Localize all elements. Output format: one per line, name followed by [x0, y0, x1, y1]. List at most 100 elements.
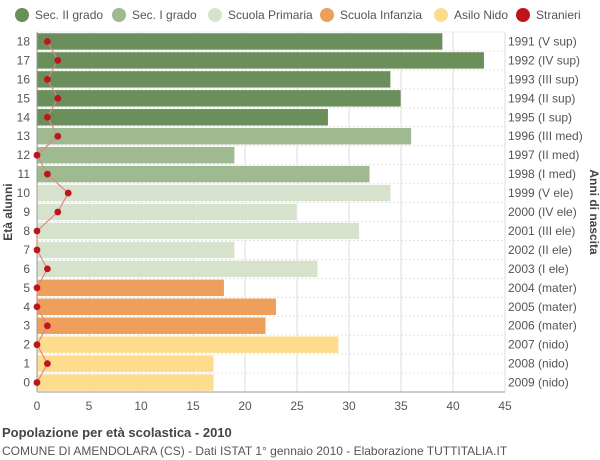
bar: [36, 89, 402, 108]
birth-year-label: 1993 (III sup): [508, 72, 579, 86]
y-tick-label: 6: [23, 262, 30, 276]
stranieri-point: [33, 284, 41, 292]
stranieri-point: [64, 189, 72, 197]
legend-label: Scuola Primaria: [228, 8, 313, 22]
birth-year-label: 2003 (I ele): [508, 262, 569, 276]
bar: [36, 146, 235, 164]
birth-year-label: 2005 (mater): [508, 300, 577, 314]
birth-year-label: 1994 (II sup): [508, 91, 575, 105]
birth-year-label: 2002 (II ele): [508, 243, 572, 257]
birth-year-label: 1992 (IV sup): [508, 53, 580, 67]
legend-label: Stranieri: [536, 8, 581, 22]
bar: [36, 222, 360, 240]
bar: [36, 32, 443, 51]
bar: [36, 317, 267, 335]
y-tick-label: 5: [23, 281, 30, 295]
x-tick-label: 0: [34, 399, 41, 413]
bar: [36, 70, 391, 89]
stranieri-point: [33, 227, 41, 235]
y-tick-label: 7: [23, 243, 30, 257]
stranieri-point: [54, 132, 62, 140]
birth-year-label: 2008 (nido): [508, 357, 569, 371]
legend-item-sec-ii-grado: Sec. II grado: [15, 8, 103, 22]
y-tick-label: 14: [17, 110, 31, 124]
birth-year-label: 2004 (mater): [508, 281, 577, 295]
stranieri-point: [44, 75, 51, 83]
x-tick-label: 45: [498, 399, 512, 413]
legend-swatch: [112, 8, 126, 22]
birth-year-label: 2009 (nido): [508, 376, 569, 390]
x-tick-label: 15: [186, 399, 200, 413]
birth-year-label: 2001 (III ele): [508, 224, 575, 238]
chart-subtitle: COMUNE DI AMENDOLARA (CS) - Dati ISTAT 1…: [2, 444, 508, 458]
y-tick-label: 10: [17, 186, 31, 200]
y-tick-label: 11: [18, 167, 31, 181]
stranieri-point: [33, 341, 41, 349]
stranieri-point: [33, 379, 41, 386]
legend-label: Asilo Nido: [454, 8, 509, 22]
y-tick-label: 1: [23, 357, 30, 371]
bar: [36, 51, 485, 70]
birth-year-label: 2007 (nido): [508, 338, 569, 352]
bar: [36, 354, 215, 373]
stranieri-point: [44, 113, 51, 121]
y-tick-label: 13: [17, 129, 31, 143]
stranieri-point: [54, 94, 62, 102]
birth-year-label: 1991 (V sup): [508, 34, 577, 48]
legend-swatch: [320, 8, 334, 22]
legend: Sec. II grado Sec. I grado Scuola Primar…: [0, 0, 600, 30]
stranieri-point: [44, 360, 51, 368]
y-axis-title: Età alunni: [1, 183, 15, 240]
y-tick-label: 2: [23, 338, 30, 352]
y-tick-label: 4: [23, 300, 30, 314]
birth-year-label: 1996 (III med): [508, 129, 583, 143]
bar: [36, 165, 371, 183]
legend-item-asilo-nido: Asilo Nido: [434, 8, 508, 22]
bar: [36, 127, 412, 145]
y-tick-label: 15: [17, 91, 31, 105]
stranieri-point: [44, 265, 51, 273]
x-tick-label: 35: [394, 399, 408, 413]
stranieri-point: [54, 57, 62, 64]
stranieri-point: [33, 151, 41, 159]
stranieri-point: [33, 303, 41, 311]
chart-title: Popolazione per età scolastica - 2010: [2, 425, 232, 440]
legend-label: Sec. II grado: [35, 8, 104, 22]
bar: [36, 260, 319, 278]
x-tick-label: 25: [290, 399, 304, 413]
bar: [36, 241, 235, 259]
x-tick-label: 30: [342, 399, 356, 413]
stranieri-point: [33, 246, 41, 254]
birth-year-label: 1998 (I med): [508, 167, 576, 181]
stranieri-point: [44, 38, 51, 45]
bar: [36, 203, 298, 221]
bar: [36, 373, 215, 392]
birth-year-label: 1997 (II med): [508, 148, 579, 162]
x-tick-label: 5: [86, 399, 93, 413]
y-tick-label: 9: [23, 205, 30, 219]
legend-label: Sec. I grado: [132, 8, 197, 22]
y-tick-label: 18: [17, 34, 31, 48]
legend-label: Scuola Infanzia: [340, 8, 423, 22]
legend-swatch: [434, 8, 448, 22]
x-tick-label: 20: [238, 399, 252, 413]
y-axis-title-right: Anni di nascita: [587, 169, 600, 255]
y-tick-label: 3: [23, 319, 30, 333]
y-tick-label: 8: [23, 224, 30, 238]
stranieri-point: [44, 322, 51, 330]
bar: [36, 298, 277, 316]
x-tick-label: 10: [134, 399, 148, 413]
legend-swatch: [15, 8, 29, 22]
legend-item-sec-i-grado: Sec. I grado: [112, 8, 197, 22]
legend-item-scuola-primaria: Scuola Primaria: [208, 8, 313, 22]
x-tick-label: 40: [446, 399, 460, 413]
y-tick-label: 12: [17, 148, 31, 162]
birth-year-label: 2000 (IV ele): [508, 205, 577, 219]
y-tick-label: 16: [17, 72, 31, 86]
birth-year-label: 2006 (mater): [508, 319, 577, 333]
legend-item-stranieri: Stranieri: [516, 8, 581, 22]
birth-year-label: 1995 (I sup): [508, 110, 572, 124]
legend-swatch: [516, 8, 530, 22]
bar: [36, 279, 225, 297]
